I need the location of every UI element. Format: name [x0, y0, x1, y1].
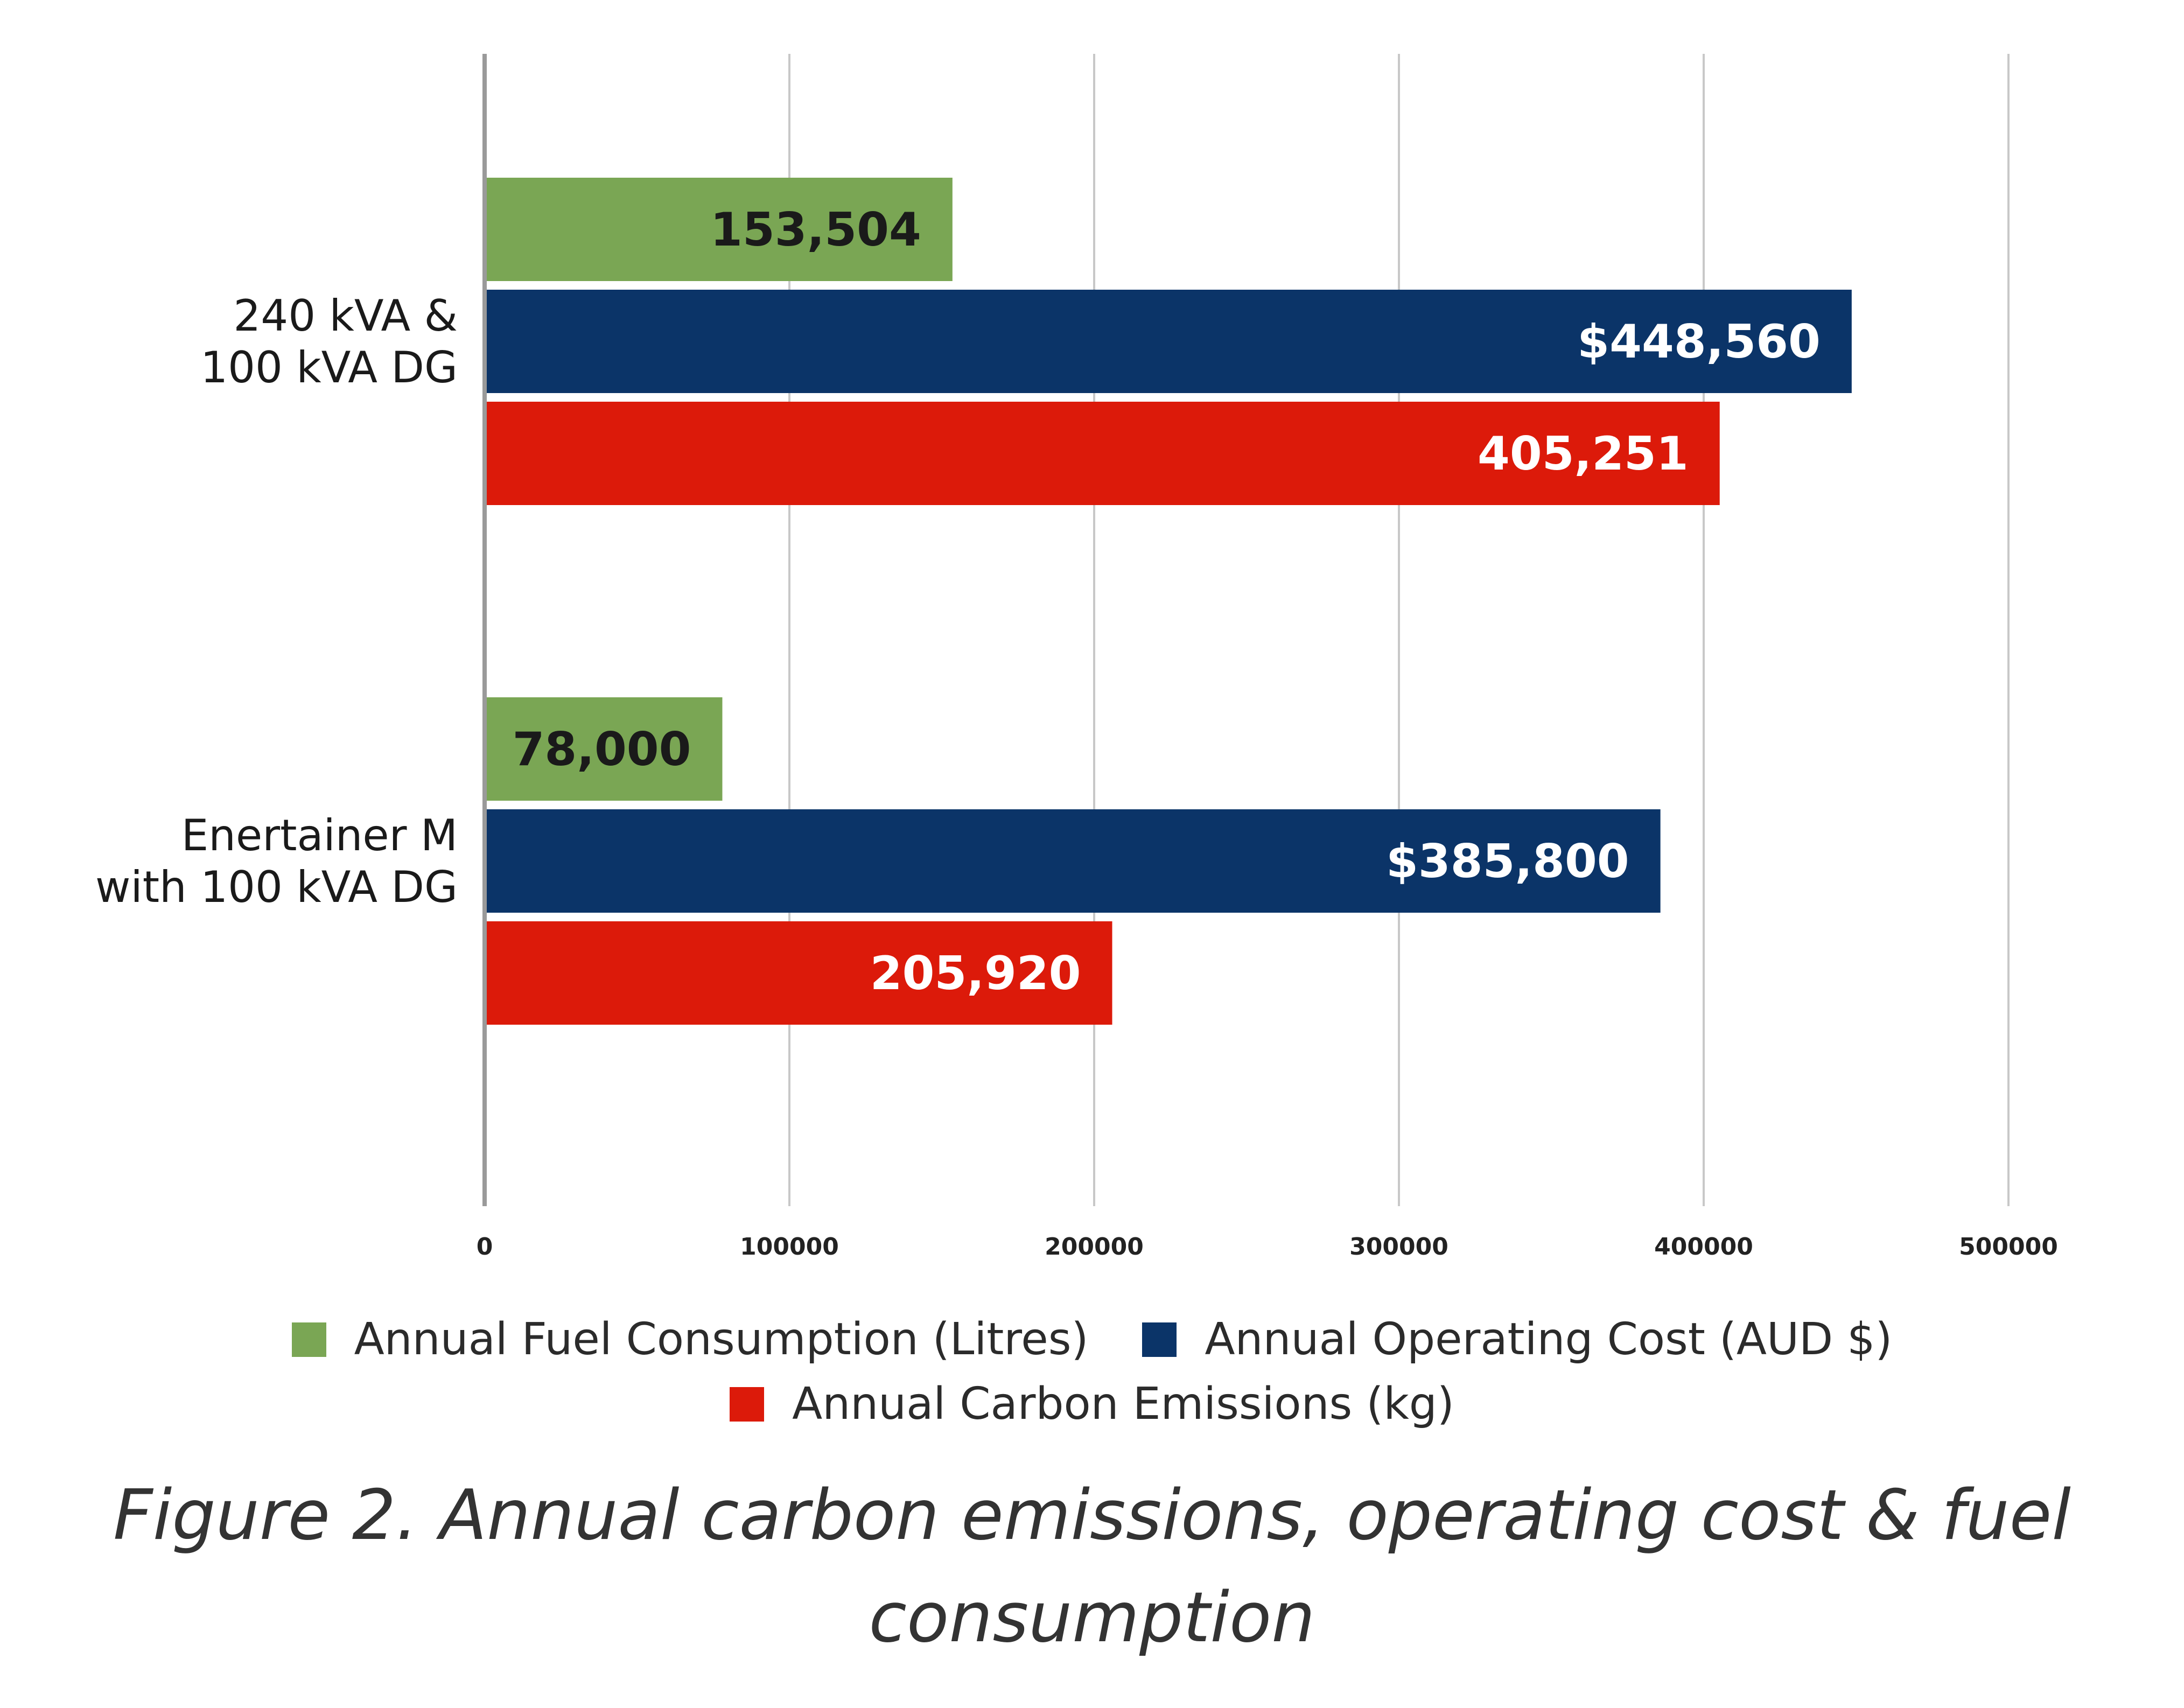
- bar-annual-carbon-emissions-kg: [485, 921, 1112, 1025]
- data-label: 153,504: [710, 203, 921, 257]
- x-tick-label: 500000: [1959, 1233, 2058, 1261]
- data-label: $385,800: [1386, 835, 1629, 888]
- x-tick-label: 100000: [740, 1233, 839, 1261]
- caption-line-2: consumption: [869, 1578, 1315, 1658]
- legend-swatch-fuel: [291, 1322, 326, 1357]
- legend-row-1: Annual Fuel Consumption (Litres) Annual …: [0, 1314, 2184, 1365]
- bar-chart: 153,504 $448,560 405,251 78,000 $385,800 205,…: [95, 54, 2058, 1261]
- category-label: Enertainer M: [181, 810, 458, 860]
- bar-annual-operating-cost-aud: [485, 290, 1852, 393]
- data-label: 205,920: [870, 947, 1081, 1000]
- x-tick-label: 200000: [1045, 1233, 1144, 1261]
- gridlines: [788, 54, 2010, 1206]
- category-label: 240 kVA &: [233, 291, 458, 341]
- x-tick-label: 0: [477, 1233, 493, 1261]
- x-tick-label: 400000: [1654, 1233, 1753, 1261]
- data-label: 405,251: [1478, 427, 1689, 481]
- legend-label-emissions: Annual Carbon Emissions (kg): [792, 1378, 1454, 1430]
- legend-swatch-emissions: [730, 1387, 765, 1422]
- legend-label-fuel: Annual Fuel Consumption (Litres): [354, 1314, 1089, 1365]
- bar-annual-carbon-emissions-kg: [485, 402, 1720, 505]
- category-label: 100 kVA DG: [200, 342, 458, 393]
- data-label: 78,000: [513, 723, 691, 776]
- legend-label-cost: Annual Operating Cost (AUD $): [1205, 1314, 1893, 1365]
- x-tick-labels: 0 100000 200000 300000 400000 500000: [477, 1233, 2058, 1261]
- data-label: $448,560: [1577, 315, 1821, 369]
- legend-row-2: Annual Carbon Emissions (kg): [0, 1378, 2184, 1430]
- legend-item-cost: Annual Operating Cost (AUD $): [1142, 1314, 1892, 1365]
- legend-item-emissions: Annual Carbon Emissions (kg): [730, 1378, 1454, 1430]
- value-labels: 153,504 $448,560 405,251 78,000 $385,800 205,…: [513, 203, 1821, 1000]
- bars: [485, 178, 1852, 1025]
- legend-swatch-cost: [1142, 1322, 1177, 1357]
- bar-annual-operating-cost-aud: [485, 809, 1661, 913]
- caption-line-1: Figure 2. Annual carbon emissions, opera…: [113, 1475, 2071, 1556]
- bar-annual-fuel-consumption-litres: [485, 697, 723, 801]
- figure-caption: Figure 2. Annual carbon emissions, opera…: [0, 1465, 2184, 1669]
- category-label: with 100 kVA DG: [95, 862, 458, 912]
- bar-annual-fuel-consumption-litres: [485, 178, 953, 281]
- legend-item-fuel: Annual Fuel Consumption (Litres): [291, 1314, 1089, 1365]
- x-tick-label: 300000: [1349, 1233, 1448, 1261]
